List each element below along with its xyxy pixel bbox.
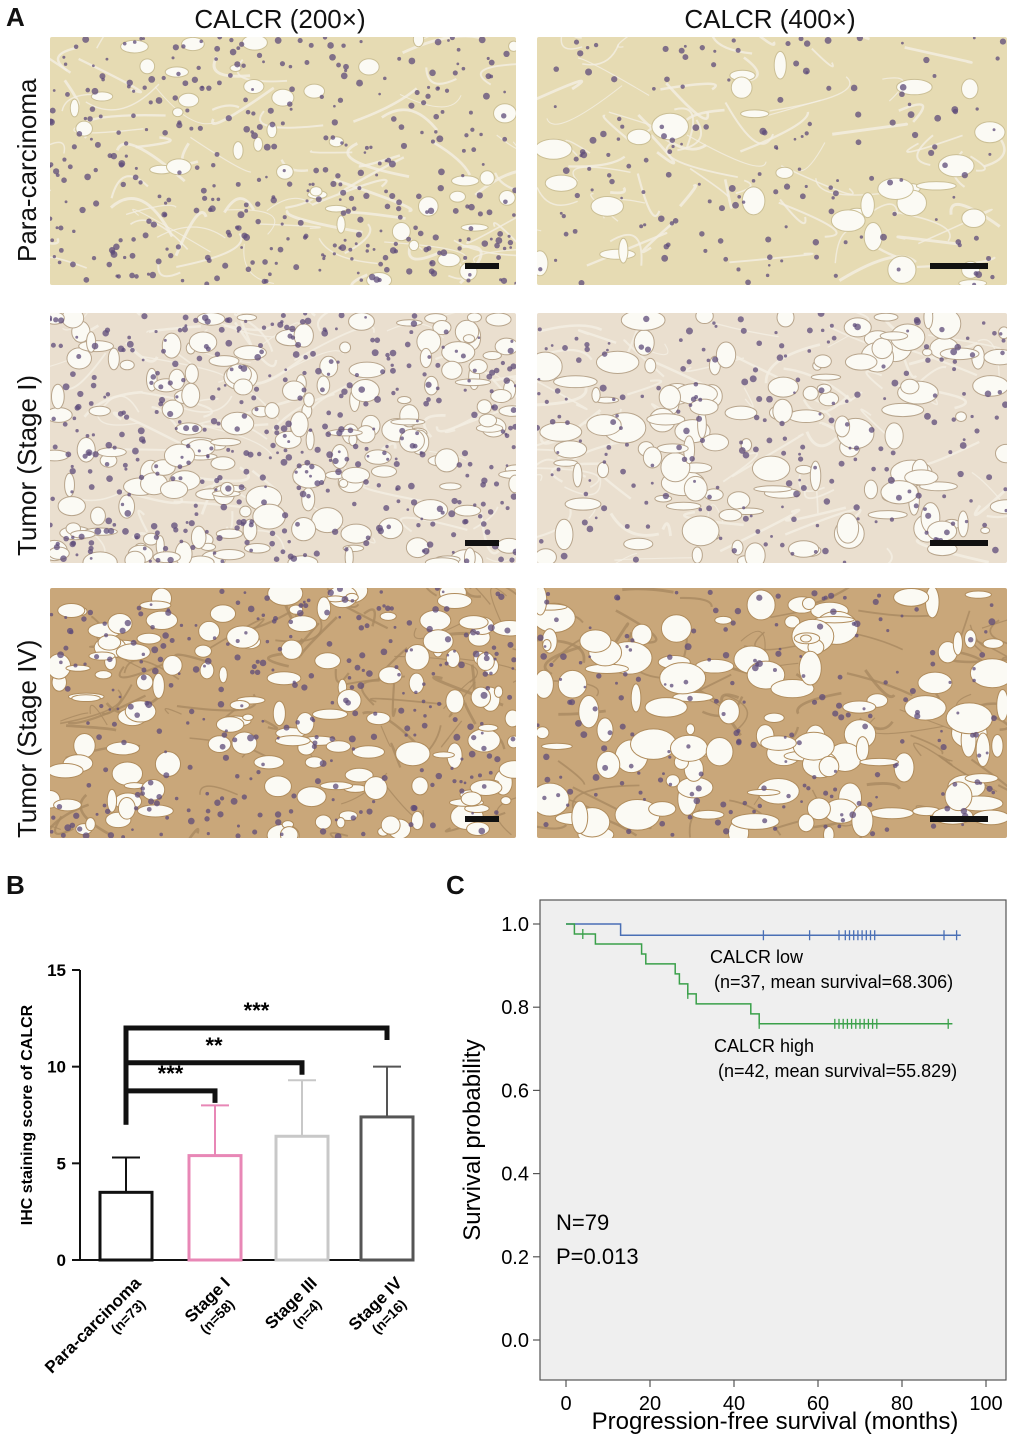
- micrograph-para-carcinoma-200x: [50, 37, 516, 285]
- column-title-200x: CALCR (200×): [194, 4, 366, 34]
- legend-calcr-low: CALCR low: [710, 947, 804, 967]
- row-label-tumor-stage-1: Tumor (Stage I): [12, 374, 42, 556]
- x-tick-label: 60: [807, 1393, 829, 1415]
- y-tick-label: 1.0: [501, 914, 529, 936]
- significance-bracket: [123, 1088, 218, 1125]
- significance-bracket: [123, 1025, 390, 1125]
- x-tick-label-group: Stage III(n=4): [261, 1273, 324, 1333]
- micrograph-stage-1-200x: [50, 313, 516, 563]
- x-tick-label: 80: [891, 1393, 913, 1415]
- column-title-400x: CALCR (400×): [684, 4, 856, 34]
- y-axis-label: Survival probability: [459, 1039, 486, 1240]
- x-tick-label: 20: [639, 1393, 661, 1415]
- y-tick-label: 0.2: [501, 1247, 529, 1269]
- x-tick-label: 100: [969, 1393, 1002, 1415]
- y-tick-label: 0.0: [501, 1330, 529, 1352]
- y-tick-label: 5: [57, 1154, 66, 1173]
- survival-curve: [566, 923, 961, 936]
- micrograph-stage-4-200x: [50, 588, 516, 838]
- micrograph-stage-4-400x: [537, 588, 1007, 838]
- significance-label: **: [205, 1033, 223, 1058]
- panel-c-letter: C: [446, 870, 465, 900]
- survival-curve: [566, 923, 953, 1025]
- bar: [359, 1115, 415, 1262]
- scale-bar: [465, 816, 499, 822]
- legend-calcr-low-detail: (n=37, mean survival=68.306): [714, 972, 953, 992]
- significance-label: ***: [244, 998, 270, 1023]
- panel-b-letter: B: [6, 870, 25, 900]
- scale-bar: [465, 263, 499, 269]
- micrograph-para-carcinoma-400x: [537, 37, 1007, 285]
- x-tick-label-group: Stage IV(n=16): [345, 1273, 409, 1337]
- x-tick-label: 40: [723, 1393, 745, 1415]
- scale-bar: [930, 263, 988, 269]
- bar: [274, 1134, 330, 1262]
- y-tick-label: 0.8: [501, 997, 529, 1019]
- scale-bar: [930, 540, 988, 546]
- scale-bar: [465, 540, 499, 546]
- plot-area: [539, 899, 1007, 1381]
- y-axis-label: IHC staining score of CALCR: [19, 1004, 36, 1225]
- x-tick-label-group: Stage I(n=58): [181, 1273, 237, 1336]
- x-tick-label: 0: [560, 1393, 571, 1415]
- scale-bar: [930, 816, 988, 822]
- y-tick-label: 0.4: [501, 1164, 529, 1186]
- panel-a-letter: A: [6, 2, 25, 32]
- legend-calcr-high: CALCR high: [714, 1036, 814, 1056]
- micrograph-stage-1-400x: [537, 313, 1007, 563]
- y-tick-label: 10: [47, 1058, 66, 1077]
- x-axis-label: Progression-free survival (months): [592, 1408, 959, 1435]
- annotation-n: N=79: [556, 1210, 609, 1235]
- y-tick-label: 0.6: [501, 1080, 529, 1102]
- bar: [187, 1154, 243, 1262]
- annotation-p: P=0.013: [556, 1244, 639, 1269]
- legend-calcr-high-detail: (n=42, mean survival=55.829): [718, 1061, 957, 1081]
- y-tick-label: 0: [57, 1251, 66, 1270]
- row-label-tumor-stage-4: Tumor (Stage IV): [12, 639, 42, 838]
- row-label-para-carcinoma: Para-carcinoma: [12, 78, 42, 262]
- y-tick-label: 15: [47, 961, 66, 980]
- kaplan-meier-chart: 0.0 0.2 0.4 0.6 0.8 1.0 0 20 40 60 80 100 CALCR low…: [459, 899, 1007, 1435]
- x-tick-label-group: Para-carcinoma(n=73): [41, 1273, 148, 1377]
- bar: [98, 1190, 154, 1262]
